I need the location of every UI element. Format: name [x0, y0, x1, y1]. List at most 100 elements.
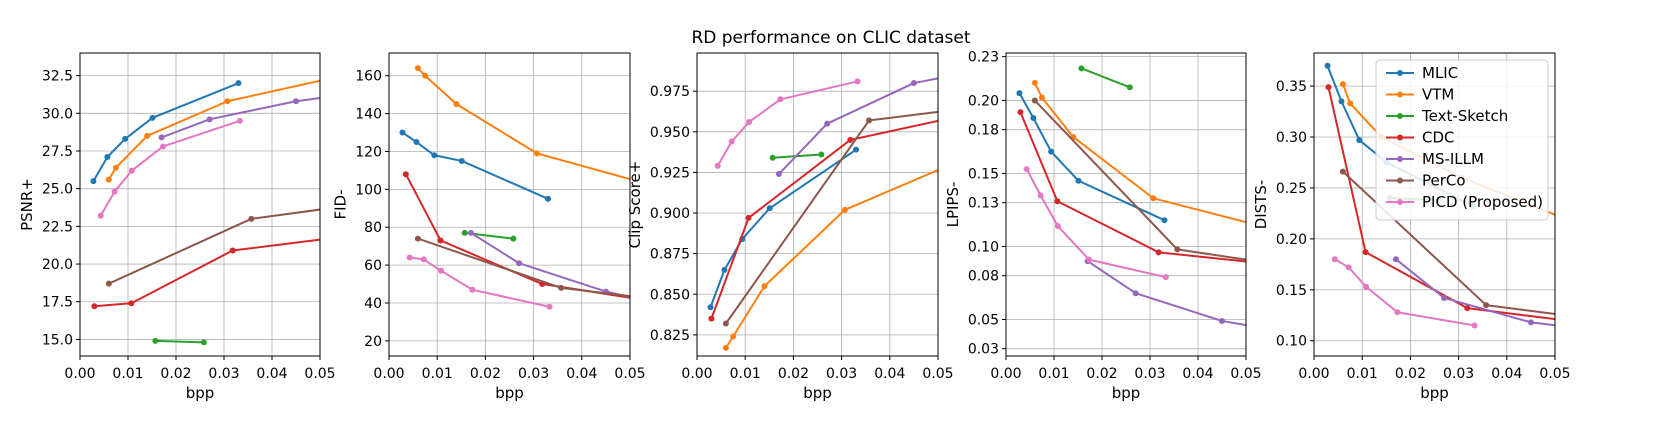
- x-tick-label: 0.02: [1395, 366, 1426, 382]
- subplot-lpips: 0.00 0.01 0.02 0.03 0.04 0.05 0.03 0.05 0.08 0.10…: [944, 50, 1262, 402]
- x-axis-label: bpp: [1112, 384, 1141, 402]
- y-tick-label: 32.5: [42, 69, 73, 85]
- data-point-vtm: [453, 101, 460, 108]
- data-point-mlic: [766, 205, 773, 212]
- legend: MLIC VTM Text-Sketch CDC MS-ILLM PerCo PICD (P…: [1375, 59, 1549, 221]
- x-tick-label: 0.04: [874, 366, 905, 382]
- y-axis-label: LPIPS-: [944, 182, 962, 228]
- data-point-mlic: [1030, 114, 1037, 121]
- data-point-perco: [1483, 302, 1490, 309]
- data-point-ms-illm: [467, 229, 474, 236]
- subplot-psnr: 0.00 0.01 0.02 0.03 0.04 0.05 15.0 17.5 20.0 22.5…: [18, 52, 336, 402]
- data-point-mlic: [721, 266, 728, 273]
- y-tick-label: 0.850: [650, 287, 690, 303]
- y-tick-label: 0.35: [1276, 79, 1307, 95]
- grid: [79, 53, 321, 356]
- y-tick-label: 120: [355, 144, 382, 160]
- data-point-text-sketch: [1126, 84, 1133, 91]
- x-tick-label: 0.04: [256, 366, 287, 382]
- legend-marker: [1397, 156, 1403, 162]
- y-tick-label: 0.15: [1276, 283, 1307, 299]
- x-tick-label: 0.01: [1347, 366, 1378, 382]
- x-axis-label: bpp: [1420, 384, 1449, 402]
- x-tick-label: 0.04: [1491, 366, 1522, 382]
- y-tick-label: 0.875: [650, 247, 690, 263]
- data-point-mlic: [1016, 90, 1023, 97]
- data-point-mlic: [1356, 137, 1363, 144]
- y-tick-label: 0.25: [1276, 181, 1307, 197]
- x-axis-label: bpp: [495, 384, 524, 402]
- data-point-text-sketch: [461, 229, 468, 236]
- y-tick-label: 0.18: [968, 123, 999, 139]
- series-line-text-sketch: [1080, 67, 1131, 89]
- legend-entry-text-sketch: Text-Sketch: [1386, 107, 1508, 125]
- data-point-picd-proposed: [111, 188, 118, 195]
- data-point-picd-proposed: [1331, 256, 1338, 263]
- data-point-mlic: [104, 154, 111, 161]
- x-tick-label: 0.04: [566, 366, 597, 382]
- data-point-picd-proposed: [1023, 166, 1030, 173]
- data-point-picd-proposed: [1086, 256, 1093, 263]
- legend-label: PICD (Proposed): [1422, 193, 1543, 211]
- data-point-vtm: [105, 176, 112, 183]
- legend-marker: [1397, 91, 1403, 98]
- legend-marker: [1397, 199, 1403, 205]
- y-tick-label: 80: [364, 220, 382, 236]
- data-point-perco: [722, 320, 729, 327]
- data-point-cdc: [708, 315, 715, 322]
- x-tick-label: 0.05: [304, 366, 335, 382]
- y-tick-label: 0.08: [968, 269, 999, 285]
- data-point-vtm: [841, 206, 848, 213]
- data-point-text-sketch: [200, 339, 207, 346]
- y-tick-label: 160: [355, 69, 382, 85]
- y-tick-label: 0.975: [650, 84, 690, 100]
- x-tick-label: 0.03: [208, 366, 239, 382]
- data-point-picd-proposed: [1394, 309, 1401, 316]
- data-point-perco: [1339, 168, 1346, 175]
- series-line-cdc: [1327, 86, 1555, 321]
- data-point-picd-proposed: [1037, 192, 1044, 199]
- data-point-picd-proposed: [438, 267, 445, 274]
- data-point-picd-proposed: [469, 286, 476, 293]
- data-point-cdc: [91, 303, 98, 310]
- y-tick-label: 60: [364, 258, 382, 274]
- legend-entry-picd-proposed: PICD (Proposed): [1386, 193, 1543, 211]
- data-point-cdc: [1362, 249, 1369, 256]
- data-point-ms-illm: [1219, 317, 1225, 324]
- y-tick-label: 0.20: [968, 93, 999, 109]
- data-point-mlic: [458, 157, 465, 164]
- y-tick-label: 40: [364, 296, 382, 312]
- series-line-text-sketch: [155, 339, 204, 344]
- series-line-cdc: [94, 238, 320, 308]
- data-point-vtm: [722, 344, 729, 351]
- series-line-ms-illm: [1395, 258, 1555, 327]
- data-point-mlic: [853, 146, 860, 153]
- data-point-mlic: [122, 135, 129, 142]
- y-tick-label: 30.0: [42, 106, 73, 122]
- data-point-text-sketch: [510, 235, 517, 242]
- data-point-text-sketch: [152, 337, 159, 344]
- legend-label: CDC: [1422, 129, 1455, 147]
- data-point-ms-illm: [516, 260, 523, 267]
- data-point-vtm: [1039, 94, 1045, 101]
- data-point-vtm: [1347, 100, 1354, 107]
- data-point-ms-illm: [910, 80, 917, 87]
- data-point-perco: [414, 235, 421, 242]
- data-point-vtm: [1031, 79, 1038, 86]
- y-tick-label: 0.03: [968, 342, 999, 358]
- series-group: [1016, 65, 1246, 327]
- data-point-vtm: [144, 132, 151, 139]
- data-point-vtm: [1150, 195, 1157, 202]
- x-tick-label: 0.05: [614, 366, 645, 382]
- data-point-picd-proposed: [854, 78, 861, 85]
- y-tick-label: 0.10: [968, 239, 999, 255]
- series-line-cdc: [1019, 111, 1246, 263]
- figure-title: RD performance on CLIC dataset: [691, 28, 970, 48]
- x-tick-label: 0.03: [1134, 366, 1165, 382]
- data-point-cdc: [402, 171, 409, 178]
- data-point-perco: [1031, 97, 1038, 104]
- legend-label: Text-Sketch: [1421, 107, 1508, 125]
- y-axis-label: FID-: [331, 189, 349, 219]
- data-point-picd-proposed: [1054, 223, 1061, 230]
- data-point-picd-proposed: [746, 119, 753, 126]
